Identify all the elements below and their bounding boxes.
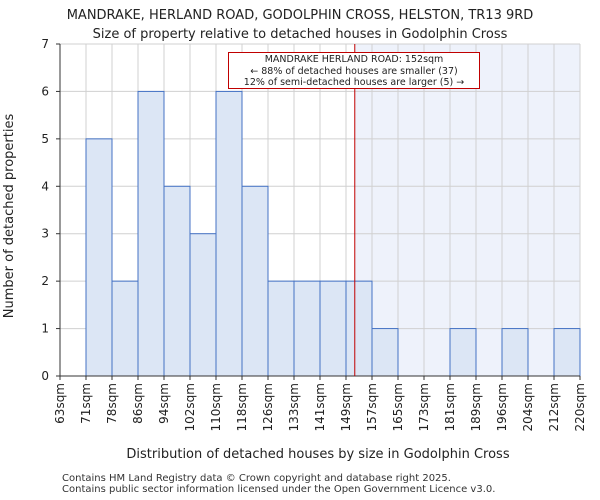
footer-line-1: Contains HM Land Registry data © Crown c… (62, 473, 451, 484)
bar-141sqm (319, 280, 347, 377)
x-tick-label: 165sqm (391, 383, 405, 431)
bar-196sqm (501, 328, 529, 377)
bar-78sqm (111, 280, 139, 377)
bar-110sqm (215, 90, 243, 377)
x-tick-label: 133sqm (287, 383, 301, 431)
annotation-line-1: MANDRAKE HERLAND ROAD: 152sqm (264, 54, 444, 65)
larger-region-shade (354, 44, 580, 376)
x-axis-title: Distribution of detached houses by size … (126, 447, 509, 462)
x-tick-label: 196sqm (495, 383, 509, 431)
bar-94sqm (163, 185, 191, 377)
footer-line-2: Contains public sector information licen… (62, 484, 496, 495)
bar-71sqm (85, 138, 113, 377)
x-tick-label: 102sqm (183, 383, 197, 431)
larger-region-shade-rect (354, 44, 580, 376)
bar-149sqm (345, 280, 373, 377)
x-tick-label: 141sqm (313, 383, 327, 431)
annotation-line-2: ← 88% of detached houses are smaller (37… (250, 65, 458, 77)
y-tick-label: 4 (41, 179, 49, 193)
x-tick-label: 126sqm (261, 383, 275, 431)
y-tick-label: 2 (41, 274, 49, 288)
bar-181sqm (449, 328, 477, 377)
bar-157sqm (371, 328, 399, 377)
x-tick-label: 94sqm (157, 383, 171, 424)
bar-212sqm (553, 328, 581, 377)
property-annotation: MANDRAKE HERLAND ROAD: 152sqm ← 88% of d… (228, 52, 480, 89)
x-tick-label: 71sqm (79, 383, 93, 424)
y-tick-label: 3 (41, 227, 49, 241)
x-tick-label: 118sqm (235, 383, 249, 431)
chart-title-block: MANDRAKE, HERLAND ROAD, GODOLPHIN CROSS,… (0, 6, 600, 44)
x-tick-label: 189sqm (469, 383, 483, 431)
chart-title: MANDRAKE, HERLAND ROAD, GODOLPHIN CROSS,… (66, 8, 534, 23)
x-tick-label: 149sqm (339, 383, 353, 431)
y-tick-label: 5 (41, 132, 49, 146)
x-tick-label: 86sqm (131, 383, 145, 424)
x-tick-label: 157sqm (365, 383, 379, 431)
y-axis-title: Number of detached properties (2, 114, 17, 319)
y-tick-label: 1 (41, 322, 49, 336)
y-tick-label: 6 (41, 84, 49, 98)
bar-133sqm (293, 280, 321, 377)
bar-126sqm (267, 280, 295, 377)
x-tick-label: 220sqm (573, 383, 587, 431)
bar-86sqm (137, 90, 165, 377)
x-tick-label: 204sqm (521, 383, 535, 431)
annotation-line-3: 12% of semi-detached houses are larger (… (243, 77, 465, 88)
axes (56, 43, 581, 380)
x-tick-label: 78sqm (105, 383, 119, 424)
x-tick-label: 212sqm (547, 383, 561, 431)
x-tick-label: 63sqm (53, 383, 67, 424)
chart-subtitle: Size of property relative to detached ho… (92, 27, 508, 42)
x-tick-label: 173sqm (417, 383, 431, 431)
x-tick-label: 110sqm (209, 383, 223, 431)
bars (85, 90, 581, 377)
y-tick-label: 0 (41, 369, 49, 383)
tick-labels: 0 1 2 3 4 5 6 7 63sqm 71sqm 78sqm 86sqm 94sqm 102sqm 1… (41, 37, 587, 431)
bar-102sqm (189, 233, 217, 377)
y-tick-label: 7 (41, 37, 49, 51)
x-tick-label: 181sqm (443, 383, 457, 431)
bar-118sqm (241, 185, 269, 377)
